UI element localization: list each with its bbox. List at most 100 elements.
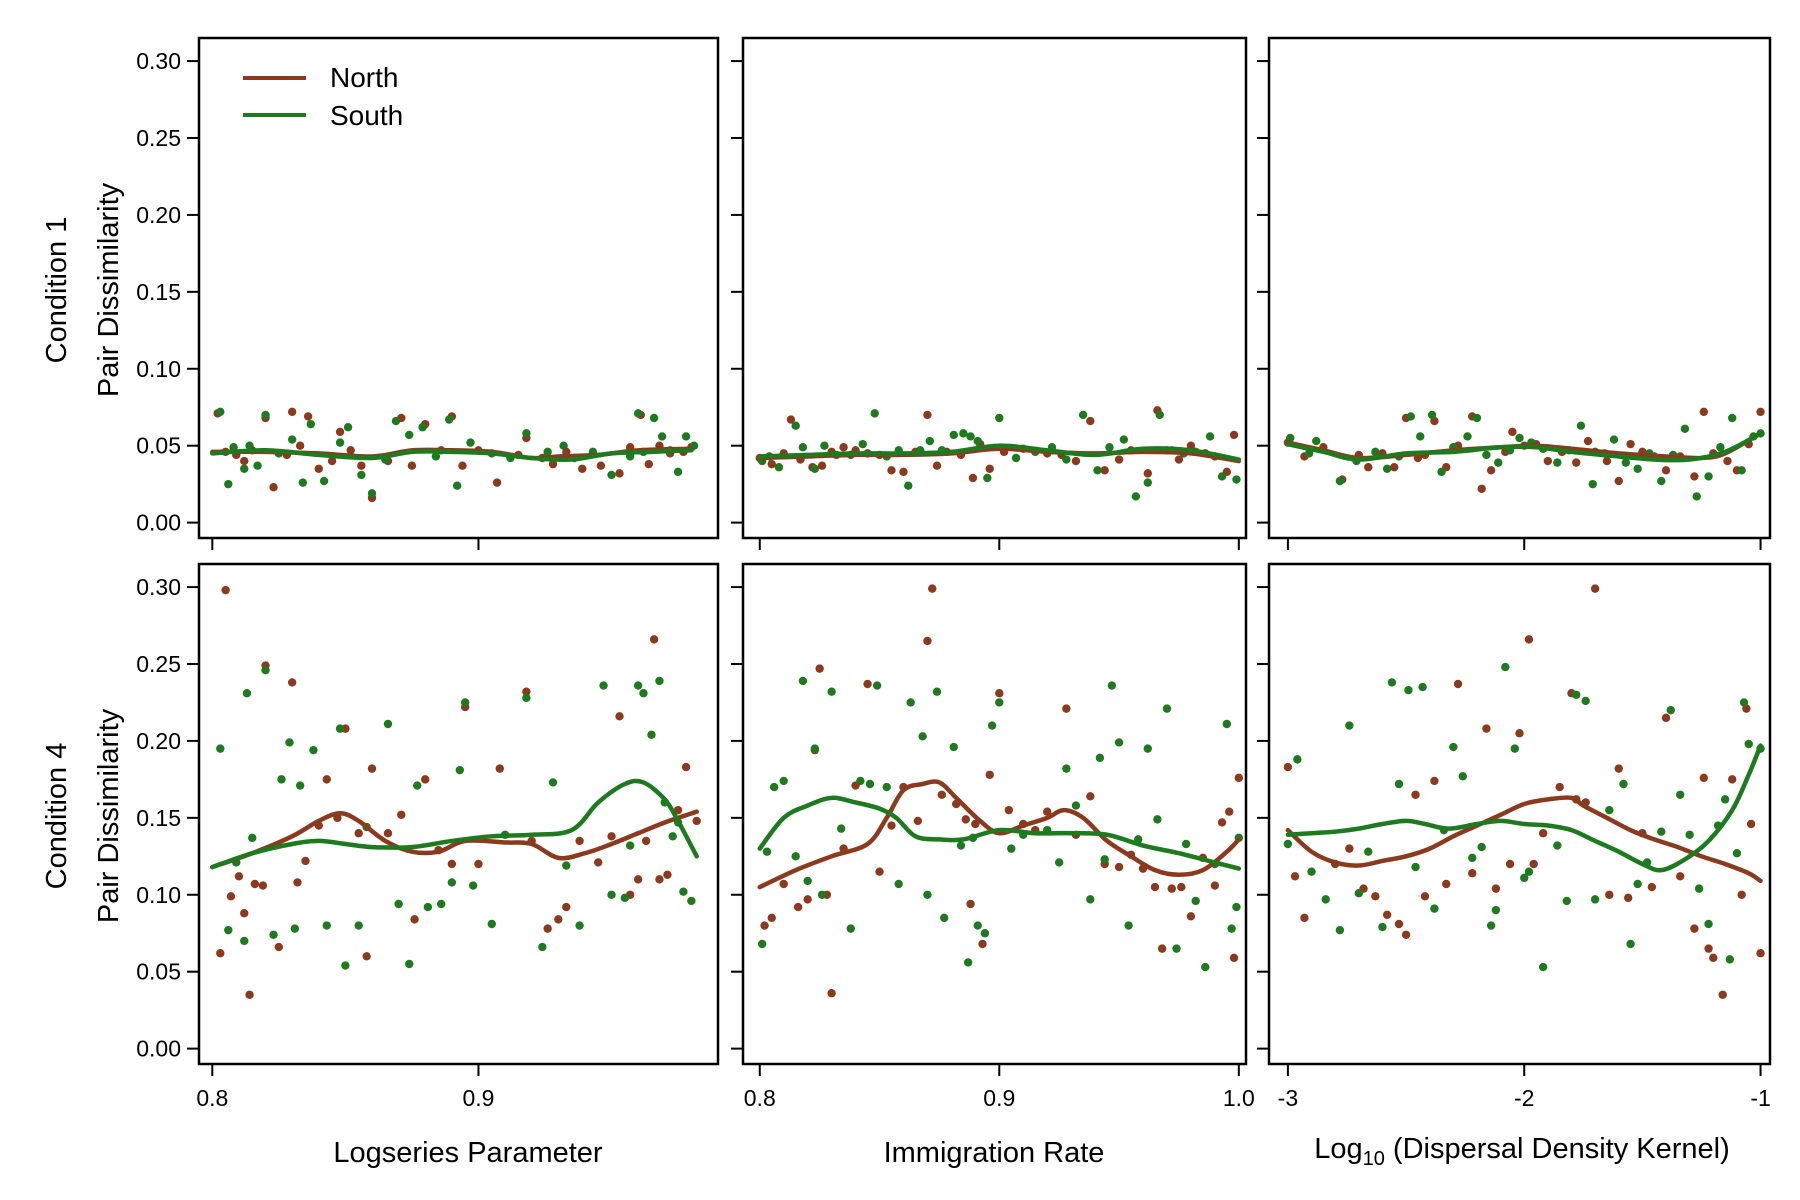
point-north — [1225, 807, 1234, 816]
point-north — [1605, 890, 1614, 899]
point-north — [1234, 773, 1244, 783]
point-north — [1114, 455, 1124, 464]
point-south — [1217, 472, 1227, 481]
point-south — [607, 470, 616, 480]
x-tick-label: 0.8 — [744, 1085, 776, 1111]
point-north — [367, 764, 377, 773]
point-south — [245, 441, 254, 450]
point-north — [1614, 476, 1623, 486]
point-north — [216, 949, 225, 958]
point-south — [418, 423, 427, 432]
point-south — [620, 893, 630, 903]
point-south — [240, 464, 249, 473]
point-north — [245, 990, 254, 999]
point-south — [1307, 867, 1316, 876]
point-south — [940, 913, 949, 923]
x-tick-label: 0.8 — [196, 1085, 228, 1111]
point-south — [1105, 443, 1114, 452]
point-south — [1162, 704, 1172, 713]
point-north — [474, 859, 483, 869]
point-south — [872, 681, 882, 690]
point-south — [1572, 690, 1581, 699]
point-south — [923, 890, 932, 899]
point-north — [692, 816, 701, 826]
panel-5: 0.8 0.9 1.0 — [731, 562, 1255, 1111]
point-north — [596, 461, 606, 470]
point-south — [522, 693, 531, 703]
point-north — [421, 775, 430, 784]
point-north — [522, 687, 531, 696]
panel-grid: 0.00 0.05 0.10 0.15 0.20 0.25 0.30 0.00 0.05 0.10… — [136, 36, 1772, 1111]
point-south — [1520, 873, 1529, 883]
point-south — [1143, 478, 1152, 487]
point-south — [846, 924, 855, 933]
point-south — [1201, 962, 1210, 972]
point-north — [1174, 455, 1184, 464]
point-south — [1680, 424, 1690, 433]
point-south — [1387, 678, 1397, 687]
y-tick-label: 0.10 — [136, 882, 181, 908]
point-south — [1222, 719, 1232, 729]
point-south — [335, 724, 345, 733]
point-south — [1172, 944, 1181, 953]
point-north — [1100, 466, 1109, 475]
point-south — [466, 438, 475, 447]
point-south — [966, 432, 975, 441]
point-south — [1605, 805, 1614, 815]
point-south — [460, 698, 470, 707]
point-south — [1382, 464, 1392, 473]
point-north — [1071, 456, 1081, 466]
point-north — [1114, 862, 1124, 872]
point-south — [959, 429, 968, 438]
point-north — [327, 456, 337, 466]
point-north — [1746, 819, 1756, 829]
point-south — [559, 441, 568, 450]
panel-frame — [197, 36, 720, 540]
point-north — [1371, 892, 1380, 901]
y-tick-label: 0.25 — [136, 651, 181, 677]
point-south — [354, 921, 363, 930]
point-south — [791, 421, 800, 430]
point-north — [1004, 805, 1014, 815]
point-south — [1491, 905, 1501, 915]
point-south — [932, 687, 942, 696]
point-south — [248, 833, 257, 843]
point-south — [335, 438, 345, 447]
point-north — [817, 461, 827, 470]
point-south — [995, 413, 1004, 423]
point-north — [923, 410, 932, 420]
point-north — [495, 764, 504, 773]
point-south — [487, 919, 496, 929]
legend-south-label: South — [330, 100, 403, 131]
point-north — [301, 856, 310, 866]
point-south — [1675, 790, 1685, 799]
point-north — [357, 461, 366, 470]
point-north — [1411, 790, 1420, 799]
point-south — [1737, 466, 1746, 475]
point-north — [793, 902, 803, 912]
x-tick-label: 0.9 — [462, 1085, 494, 1111]
point-south — [548, 778, 558, 787]
point-south — [925, 436, 935, 446]
point-south — [287, 435, 297, 444]
point-south — [798, 676, 808, 686]
legend-north-label: North — [330, 62, 398, 93]
panel-3 — [1257, 36, 1772, 550]
point-south — [253, 461, 262, 470]
point-south — [956, 841, 966, 850]
point-north — [1283, 762, 1293, 772]
point-south — [1477, 842, 1486, 852]
point-south — [240, 936, 249, 946]
point-north — [899, 467, 908, 477]
point-south — [1501, 662, 1510, 672]
point-south — [1078, 410, 1088, 420]
point-north — [985, 770, 994, 779]
point-north — [875, 867, 884, 876]
point-south — [1312, 436, 1321, 446]
x-axis-title-dispersal: Log10 (Dispersal Density Kernel) — [1314, 1133, 1730, 1170]
y-tick-label: 0.05 — [136, 959, 181, 985]
point-south — [973, 436, 982, 446]
point-south — [817, 890, 827, 899]
point-north — [234, 872, 244, 881]
point-north — [815, 664, 824, 673]
